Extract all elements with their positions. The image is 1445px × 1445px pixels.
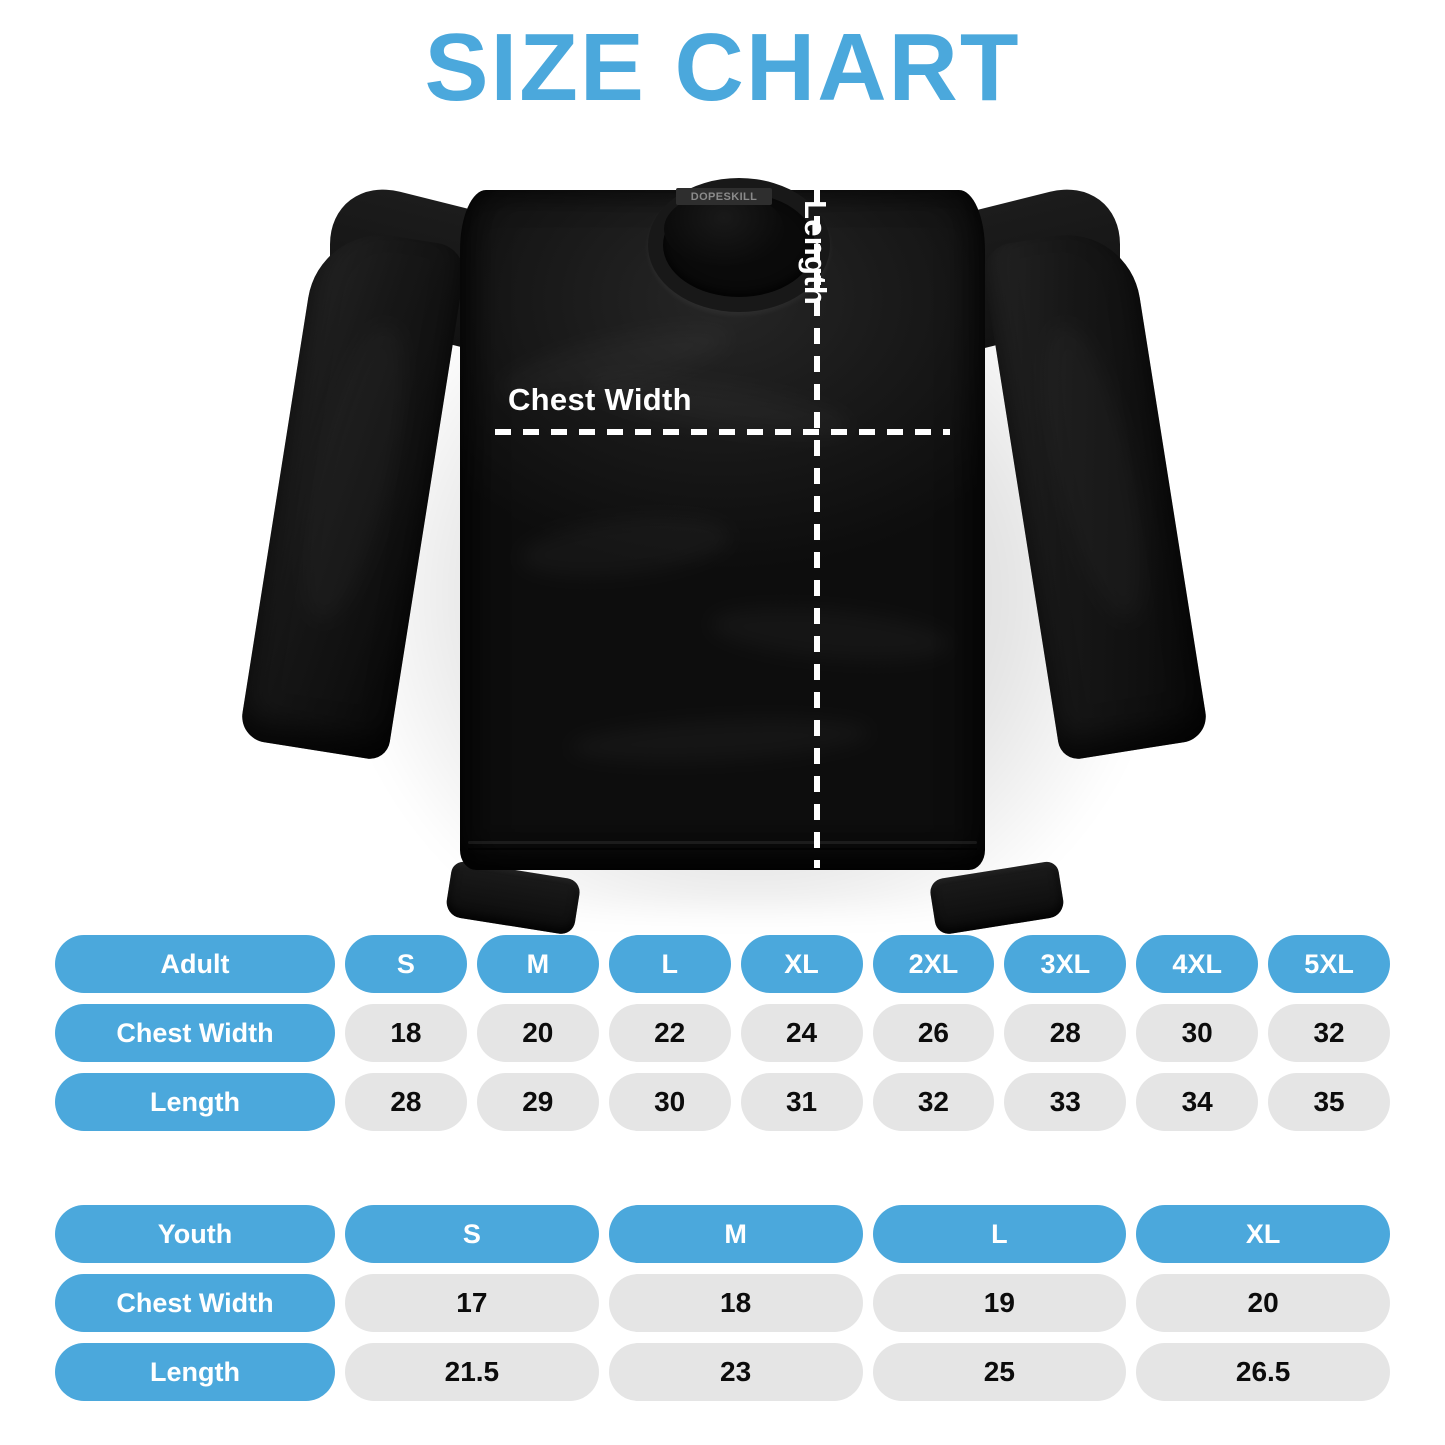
measurement-value: 22 — [608, 1004, 731, 1062]
length-measurement-line — [814, 160, 820, 868]
sleeve-fold — [1028, 319, 1164, 627]
measurement-value: 20 — [1136, 1274, 1390, 1332]
measurement-value: 33 — [1004, 1073, 1127, 1131]
measurement-row-label: Chest Width — [55, 1274, 335, 1332]
table-section-label: Youth — [55, 1205, 335, 1263]
measurement-value: 30 — [608, 1073, 731, 1131]
size-column-header: 4XL — [1136, 935, 1259, 993]
garment-illustration: DOPESKILL Chest Width Length — [0, 130, 1445, 936]
fabric-fold — [708, 600, 951, 669]
measurement-value: 25 — [872, 1343, 1127, 1401]
youth-size-table: Youth S M L XL Chest Width 17 18 19 20 L… — [55, 1205, 1390, 1401]
measurement-value: 18 — [345, 1004, 467, 1062]
size-column-header: M — [476, 935, 599, 993]
measurement-value: 29 — [476, 1073, 599, 1131]
measurement-value: 30 — [1136, 1004, 1259, 1062]
adult-size-table: Adult S M L XL 2XL 3XL 4XL 5XL Chest Wid… — [55, 935, 1390, 1131]
measurement-value: 31 — [740, 1073, 863, 1131]
table-header-row: Youth S M L XL — [55, 1205, 1390, 1263]
length-annotation-label: Length — [798, 200, 833, 306]
measurement-value: 28 — [1004, 1004, 1127, 1062]
measurement-value: 28 — [345, 1073, 467, 1131]
size-column-header: 2XL — [872, 935, 995, 993]
size-column-header: XL — [1136, 1205, 1390, 1263]
table-row: Length 21.5 23 25 26.5 — [55, 1343, 1390, 1401]
measurement-value: 34 — [1136, 1073, 1259, 1131]
fabric-fold — [569, 712, 871, 768]
sleeve-fold — [287, 319, 423, 627]
neck-label-tag: DOPESKILL — [676, 188, 772, 205]
measurement-value: 17 — [345, 1274, 599, 1332]
table-row: Chest Width 18 20 22 24 26 28 30 32 — [55, 1004, 1390, 1062]
measurement-value: 20 — [476, 1004, 599, 1062]
size-column-header: S — [345, 935, 467, 993]
page-title: SIZE CHART — [424, 14, 1021, 121]
size-column-header: L — [608, 935, 731, 993]
measurement-row-label: Length — [55, 1343, 335, 1401]
chest-width-measurement-line — [495, 429, 950, 435]
size-column-header: 3XL — [1004, 935, 1127, 993]
garment-hem-shadow — [468, 848, 977, 850]
neck-label-text: DOPESKILL — [690, 190, 758, 203]
size-column-header: 5XL — [1268, 935, 1390, 993]
measurement-row-label: Chest Width — [55, 1004, 335, 1062]
measurement-value: 23 — [608, 1343, 863, 1401]
size-column-header: S — [345, 1205, 599, 1263]
measurement-value: 18 — [608, 1274, 863, 1332]
measurement-value: 24 — [740, 1004, 863, 1062]
measurement-value: 19 — [872, 1274, 1127, 1332]
fabric-fold — [518, 509, 732, 585]
table-row: Chest Width 17 18 19 20 — [55, 1274, 1390, 1332]
garment-hem-seam — [468, 841, 977, 844]
measurement-value: 35 — [1268, 1073, 1390, 1131]
size-column-header: XL — [740, 935, 863, 993]
measurement-value: 26 — [872, 1004, 995, 1062]
measurement-value: 32 — [1268, 1004, 1390, 1062]
table-section-label: Adult — [55, 935, 335, 993]
size-column-header: L — [872, 1205, 1127, 1263]
measurement-value: 26.5 — [1136, 1343, 1390, 1401]
chest-width-annotation-label: Chest Width — [508, 382, 692, 417]
measurement-value: 32 — [872, 1073, 995, 1131]
measurement-value: 21.5 — [345, 1343, 599, 1401]
table-header-row: Adult S M L XL 2XL 3XL 4XL 5XL — [55, 935, 1390, 993]
measurement-row-label: Length — [55, 1073, 335, 1131]
size-column-header: M — [608, 1205, 863, 1263]
table-row: Length 28 29 30 31 32 33 34 35 — [55, 1073, 1390, 1131]
